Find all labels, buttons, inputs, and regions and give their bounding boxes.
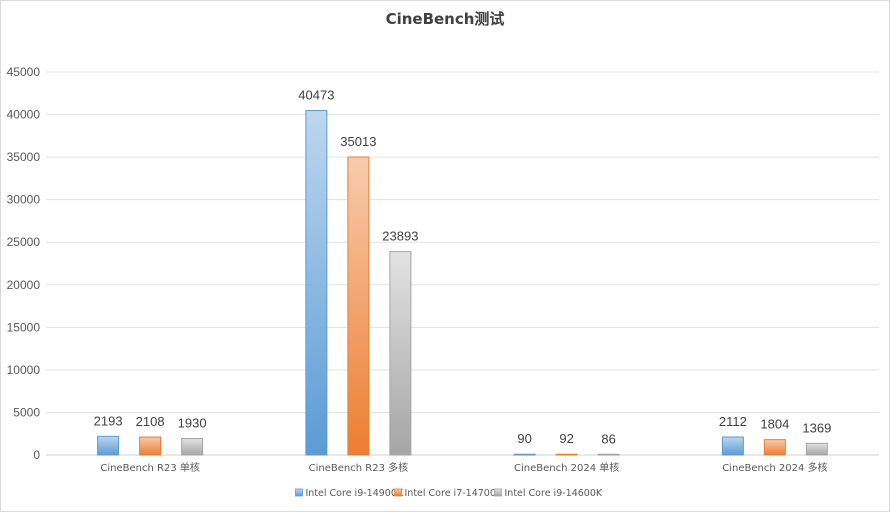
x-category-label: CineBench R23 单核	[100, 461, 199, 474]
y-axis-ticks: 0 5000 10000 15000 20000 25000 30000 35000 40000…	[7, 65, 41, 462]
y-tick-label: 15000	[7, 320, 41, 334]
y-tick-label: 25000	[7, 235, 41, 249]
data-label: 23893	[382, 229, 418, 244]
bar	[763, 439, 786, 456]
bar	[139, 436, 162, 456]
data-label: 2108	[136, 414, 165, 429]
bar	[389, 251, 412, 456]
legend-swatch	[494, 488, 502, 497]
data-label: 1804	[760, 417, 789, 432]
y-tick-label: 0	[33, 448, 40, 462]
bar	[97, 435, 120, 456]
y-tick-label: 20000	[7, 278, 41, 292]
bars	[97, 110, 828, 456]
y-tick-label: 5000	[13, 405, 40, 419]
data-label: 40473	[298, 88, 334, 103]
data-labels: 2193 2108 1930 40473 35013 23893 90 92 86 2112 180…	[94, 88, 832, 447]
chart-title: CineBench测试	[386, 10, 505, 28]
bar	[513, 453, 536, 456]
bar	[805, 442, 828, 456]
legend-label: Intel Core i7-14700K	[405, 488, 503, 499]
bar	[305, 110, 328, 456]
bar	[597, 453, 620, 456]
bar	[721, 436, 744, 456]
y-tick-label: 45000	[7, 65, 41, 79]
data-label: 1930	[178, 416, 207, 431]
y-tick-label: 30000	[7, 193, 41, 207]
data-label: 1369	[802, 420, 831, 435]
bar	[347, 156, 370, 456]
legend-label: Intel Core i9-14600K	[505, 488, 603, 499]
y-tick-label: 40000	[7, 108, 41, 122]
legend-swatch	[295, 488, 303, 497]
y-tick-label: 35000	[7, 150, 41, 164]
bar	[555, 453, 578, 456]
bar	[181, 438, 204, 456]
legend-label: Intel Core i9-14900K	[306, 488, 404, 499]
gridlines	[46, 71, 879, 456]
y-tick-label: 10000	[7, 363, 41, 377]
data-label: 92	[559, 431, 573, 446]
x-category-label: CineBench 2024 单核	[514, 461, 619, 474]
legend: Intel Core i9-14900K Intel Core i7-14700K…	[295, 488, 603, 499]
data-label: 86	[601, 431, 615, 446]
data-label: 2112	[719, 414, 747, 429]
data-label: 35013	[340, 134, 376, 149]
x-axis-categories: CineBench R23 单核 CineBench R23 多核 CineBenc…	[100, 461, 827, 474]
data-label: 2193	[94, 413, 123, 428]
x-category-label: CineBench 2024 多核	[722, 461, 827, 474]
legend-swatch	[394, 488, 402, 497]
data-label: 90	[517, 431, 531, 446]
x-category-label: CineBench R23 多核	[309, 461, 408, 474]
